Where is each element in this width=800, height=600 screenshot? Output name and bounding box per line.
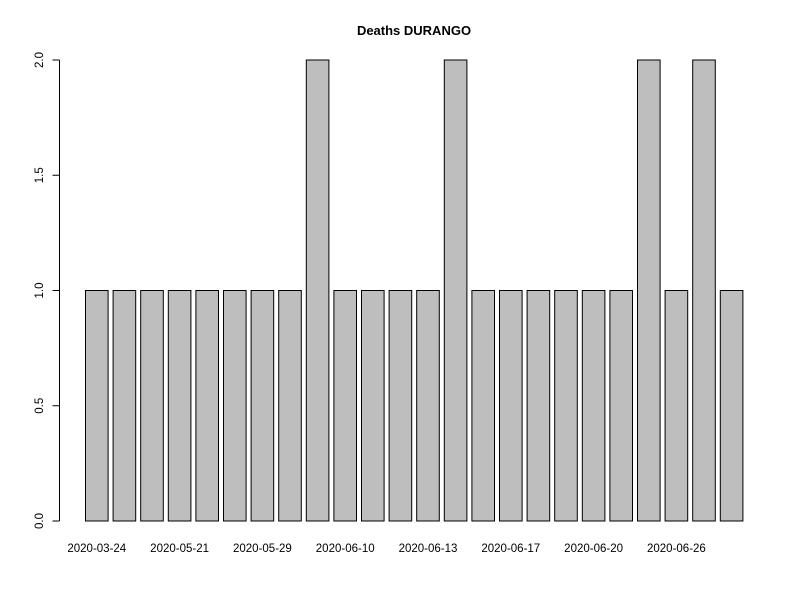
x-tick-label: 2020-06-26 bbox=[647, 543, 706, 555]
bar bbox=[85, 290, 109, 522]
bar bbox=[499, 290, 523, 522]
bar bbox=[471, 290, 495, 522]
x-tick-label: 2020-05-29 bbox=[233, 543, 292, 555]
y-tick-label: 0.5 bbox=[34, 398, 46, 414]
bar bbox=[443, 59, 468, 522]
bar bbox=[554, 290, 578, 522]
bar bbox=[416, 290, 440, 522]
bars-group bbox=[85, 59, 744, 522]
bar bbox=[250, 290, 275, 522]
x-tick-label: 2020-05-21 bbox=[150, 543, 209, 555]
bar bbox=[167, 290, 192, 522]
bar bbox=[223, 290, 247, 522]
bar bbox=[526, 290, 551, 522]
bar bbox=[361, 290, 385, 522]
y-tick-label: 1.5 bbox=[34, 167, 46, 183]
bar bbox=[333, 290, 357, 522]
bar bbox=[278, 290, 302, 522]
x-tick-label: 2020-06-13 bbox=[399, 543, 458, 555]
x-axis-labels: 2020-03-24 2020-05-21 2020-05-29 2020-06-10… bbox=[67, 543, 705, 555]
y-tick-label: 2.0 bbox=[34, 52, 46, 68]
y-tick-label: 0.0 bbox=[34, 513, 46, 529]
x-tick-label: 2020-06-10 bbox=[316, 543, 375, 555]
bar bbox=[664, 290, 689, 522]
bar bbox=[719, 290, 744, 522]
bar bbox=[140, 290, 164, 522]
bar bbox=[609, 290, 634, 522]
x-tick-label: 2020-06-20 bbox=[564, 543, 623, 555]
bar bbox=[388, 290, 413, 522]
y-axis: 0.0 0.5 1.0 1.5 2.0 bbox=[34, 52, 60, 529]
x-tick-label: 2020-03-24 bbox=[67, 543, 126, 555]
bar bbox=[112, 290, 137, 522]
y-tick-label: 1.0 bbox=[34, 283, 46, 299]
bar bbox=[305, 59, 330, 522]
x-tick-label: 2020-06-17 bbox=[481, 543, 540, 555]
bar bbox=[692, 59, 716, 522]
bar bbox=[637, 59, 661, 522]
bar bbox=[581, 290, 606, 522]
chart-title: Deaths DURANGO bbox=[357, 23, 471, 38]
bar bbox=[195, 290, 219, 522]
